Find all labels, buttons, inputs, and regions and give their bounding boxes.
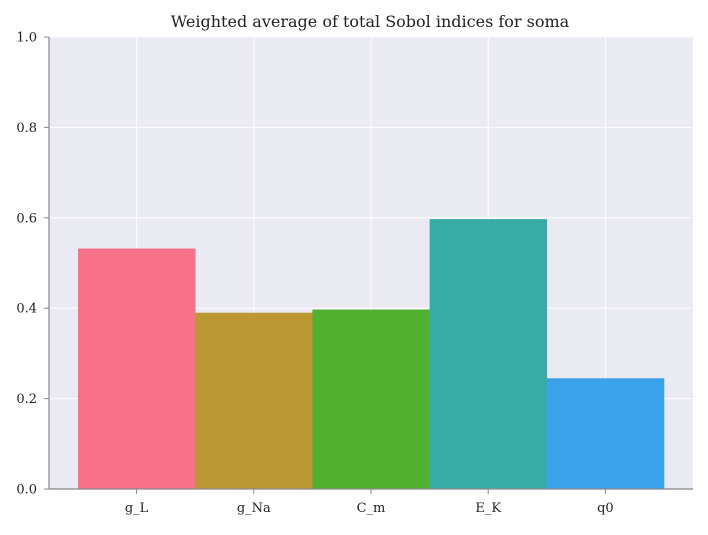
axes [44, 36, 693, 494]
y-tick-labels: 0.0 0.2 0.4 0.6 0.8 1.0 [16, 31, 37, 498]
y-tick-label: 0.8 [16, 121, 37, 136]
x-tick-labels: g_L g_Na C_m E_K q0 [125, 501, 614, 516]
x-tick-label: C_m [357, 501, 386, 516]
y-tick-label: 0.2 [16, 392, 37, 407]
x-tick-label: E_K [475, 501, 501, 516]
y-tick-label: 1.0 [16, 31, 37, 46]
y-tick-label: 0.6 [16, 211, 37, 226]
y-tick-label: 0.4 [16, 302, 37, 317]
y-tick-label: 0.0 [16, 483, 37, 498]
x-tick-label: g_Na [237, 501, 271, 516]
x-tick-label: g_L [125, 501, 149, 516]
chart-title: Weighted average of total Sobol indices … [171, 12, 570, 31]
bar-c-m [312, 309, 430, 489]
bar-e-k [429, 219, 548, 489]
bar-q0 [546, 378, 665, 489]
bars [78, 219, 665, 489]
bar-g-na [195, 312, 313, 489]
bar-g-l [78, 248, 196, 489]
x-tick-label: q0 [597, 501, 614, 516]
